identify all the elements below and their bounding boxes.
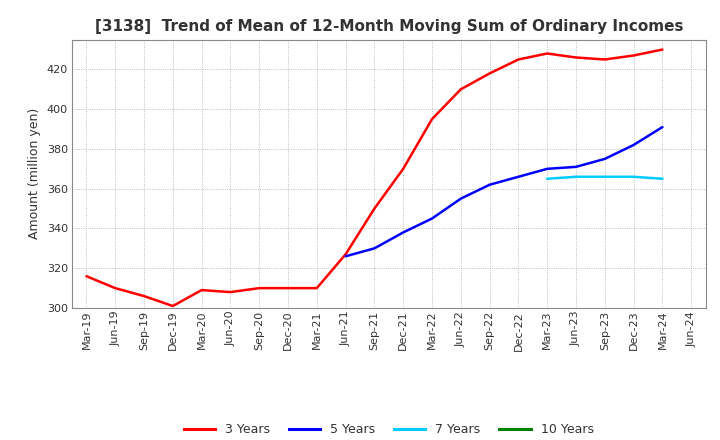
- Legend: 3 Years, 5 Years, 7 Years, 10 Years: 3 Years, 5 Years, 7 Years, 10 Years: [179, 418, 598, 440]
- Title: [3138]  Trend of Mean of 12-Month Moving Sum of Ordinary Incomes: [3138] Trend of Mean of 12-Month Moving …: [94, 19, 683, 34]
- Y-axis label: Amount (million yen): Amount (million yen): [28, 108, 41, 239]
